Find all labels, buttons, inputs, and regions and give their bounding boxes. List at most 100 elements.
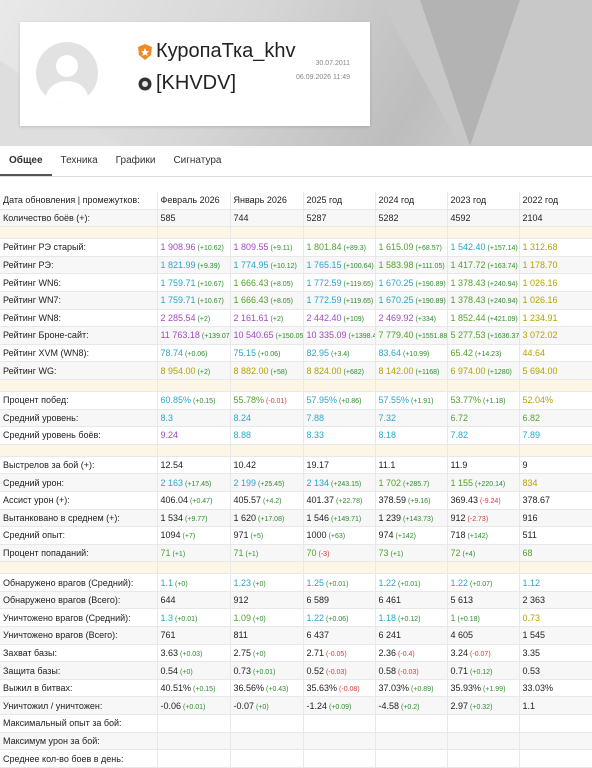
stat-value: 7.32 [378,412,397,423]
stat-value: 1.1 [522,700,536,711]
stat-cell: 3.24 (-0.07) [446,644,519,663]
stat-delta: (-2.73) [467,515,489,523]
stat-value: 8 882.00 [233,365,269,376]
avatar-icon [46,55,88,104]
stat-delta: (+17.45) [185,480,212,488]
stat-cell: 6.72 [446,409,519,428]
stat-value: 6 589 [306,595,330,606]
stat-value: 1 852.44 [450,312,486,323]
stat-delta: (+0.47) [190,498,213,506]
stat-cell: 1.22 (+0.06) [302,608,375,628]
stat-value: 55.78% [233,395,265,406]
stat-cell: 82.95 (+3.4) [302,344,375,363]
stat-value: 1 666.43 [233,295,269,306]
stat-delta: (+5) [250,533,264,541]
column-header: Январь 2026 [229,192,303,210]
stat-cell: 7 779.40 (+1551.88) [374,326,447,345]
stat-delta: (+142) [395,533,416,541]
stat-delta: (-0.07) [470,650,491,658]
stat-value: 1 759.71 [160,277,196,288]
tab[interactable]: Техника [60,155,98,166]
stat-value: 2.71 [306,647,325,658]
stat-cell: 37.03% (+0.89) [374,679,447,698]
stat-delta: (+0) [253,650,266,658]
stat-label: Средний уровень: [0,409,157,428]
stat-value: 6.72 [450,412,469,423]
separator-cell [374,444,447,457]
separator-cell [229,561,303,575]
stat-label: Процент попаданий: [0,544,157,563]
stat-delta: (+0.32) [470,703,493,711]
stat-delta: (+143.73) [403,515,434,523]
stat-cell: 1.09 (+0) [229,608,303,628]
stat-cell: 0.71 (+0.12) [446,661,519,680]
stat-value: 68 [522,547,533,558]
stat-cell: 8 954.00 (+2) [156,361,230,380]
stat-cell: 5282 [374,209,447,228]
stat-delta: (+1636.37) [487,333,519,341]
stat-cell: 1 312.68 [518,238,592,257]
stat-cell: 1 178.70 [518,256,592,275]
stat-value: 1 583.98 [378,260,414,271]
stat-delta: (+119.65) [343,298,374,306]
stat-delta: (+9.39) [197,263,220,271]
stat-value: 37.03% [378,683,410,694]
stat-value: 1 378.43 [450,277,486,288]
tab[interactable]: Общее [0,146,52,176]
stat-cell: 2 469.92 (+334) [374,309,447,328]
stat-cell: 1 670.25 (+190.89) [374,273,447,292]
stat-cell: 2.75 (+0) [229,644,303,663]
stat-cell: 1 759.71 (+10.67) [156,291,230,310]
stat-delta: (+10.67) [197,280,224,288]
stat-value: 3.63 [160,647,179,658]
stat-value: 8 954.00 [160,365,196,376]
stat-value: 1 234.91 [522,312,558,323]
stat-cell: 71 (+1) [156,544,230,563]
stat-delta: (+10.67) [197,298,224,306]
stat-cell: 1 666.43 (+8.05) [229,291,303,310]
stat-delta: (+163.74) [487,263,518,271]
stat-value: 2 442.40 [306,312,342,323]
stat-value: 5 694.00 [522,365,558,376]
stat-row: Вытанковано в среднем (+): 1 534 (+9.77) 1 … [0,509,592,528]
stat-cell: 1 809.55 (+9.11) [229,238,303,257]
stat-value: 761 [160,630,176,641]
stat-label: Выстрелов за бой (+): [0,456,157,475]
stat-value: 1 026.16 [522,295,558,306]
stat-delta: (-3) [318,550,330,558]
stat-delta: (+190.89) [415,298,446,306]
stat-value: 2.97 [450,700,469,711]
stat-cell [156,714,230,733]
stat-cell: 761 [156,626,230,645]
stat-row: Выжил в битвах: 40.51% (+0.15) 36.56% (+0.43… [0,679,592,698]
separator-row [0,226,592,240]
stat-delta: (+17.08) [258,515,285,523]
stat-value: 378.59 [378,495,407,506]
stat-value: 53.77% [450,395,482,406]
separator-cell [229,226,303,240]
stat-cell [229,714,303,733]
tab[interactable]: Сигнатура [173,155,222,166]
stat-delta: (+0.15) [193,686,216,694]
stat-value: 2 199 [233,477,257,488]
stat-cell: 9.24 [156,426,230,445]
stat-value: 1 417.72 [450,260,486,271]
stat-value: 8 142.00 [378,365,414,376]
stat-cell: 8.24 [229,409,303,428]
stat-value: 2 363 [522,595,546,606]
stat-value: 7 779.40 [378,330,414,341]
stat-label: Рейтинг WG: [0,361,157,380]
stat-cell: 916 [518,509,592,528]
stat-value: 35.93% [450,683,482,694]
stat-cell: 52.04% [518,391,592,410]
stat-cell: 11.9 [446,456,519,475]
tab[interactable]: Графики [115,155,156,166]
stat-value: 57.95% [306,395,338,406]
clan-icon [138,77,152,91]
stat-delta: (+4.2) [263,498,282,506]
stat-value: 6 437 [306,630,330,641]
stat-cell: -0.06 (+0.01) [156,696,230,716]
shape [420,0,520,146]
separator-cell [0,561,157,575]
separator-row [0,444,592,457]
